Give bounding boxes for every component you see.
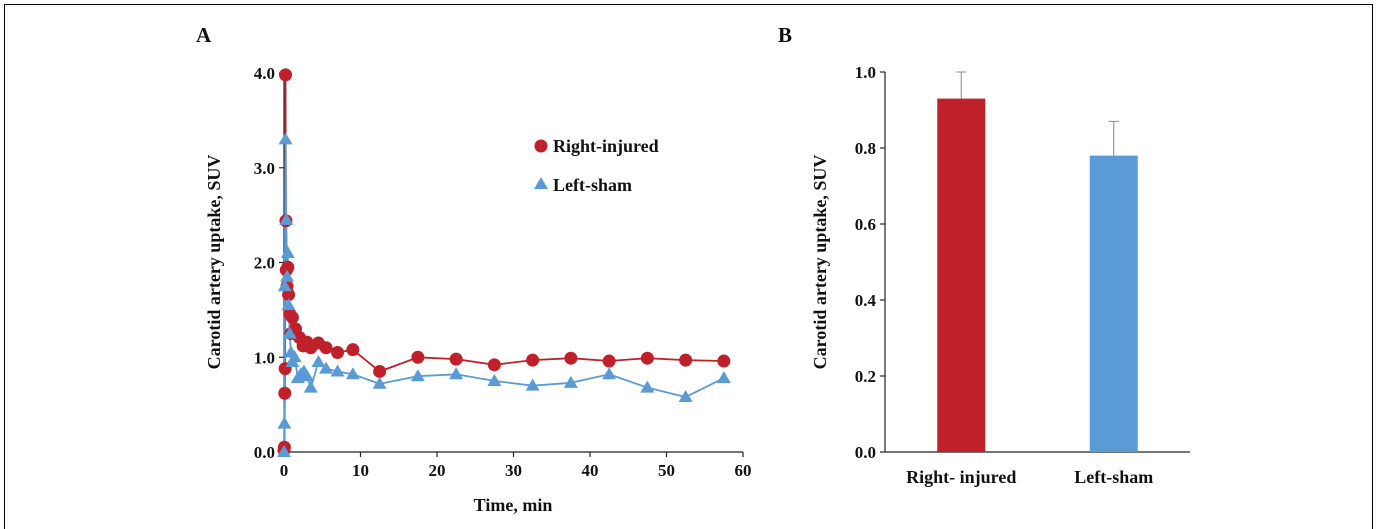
data-point-left-sham — [449, 367, 464, 380]
data-point-left-sham — [640, 380, 655, 393]
data-point-right-injured — [679, 353, 693, 367]
data-point-left-sham — [281, 298, 296, 311]
data-point-right-injured — [285, 310, 299, 324]
y-tick-label: 1.0 — [254, 348, 275, 367]
data-point-right-injured — [278, 386, 292, 400]
x-tick-label: 30 — [505, 461, 522, 480]
y-tick-label-b: 0.6 — [855, 215, 876, 234]
data-point-left-sham — [345, 367, 360, 380]
x-tick-label: 50 — [658, 461, 675, 480]
data-point-right-injured — [331, 346, 345, 360]
y-axis-title-b: Carotid artery uptake, SUV — [810, 155, 830, 370]
data-point-right-injured — [281, 260, 295, 274]
data-point-left-sham — [311, 354, 326, 367]
data-point-left-sham — [278, 132, 293, 145]
panel-b-label: B — [778, 23, 792, 47]
data-point-right-injured — [319, 341, 333, 355]
legend-label-left-sham: Left-sham — [553, 175, 632, 195]
y-tick-label: 2.0 — [254, 254, 275, 273]
legend-marker-left-sham — [534, 177, 548, 189]
data-point-left-sham — [277, 279, 292, 292]
data-point-right-injured — [640, 351, 654, 365]
data-point-left-sham — [279, 212, 294, 225]
data-point-right-injured — [373, 364, 387, 378]
data-point-left-sham — [372, 376, 387, 389]
data-point-left-sham — [277, 445, 291, 457]
data-point-right-injured — [564, 351, 578, 365]
data-point-left-sham — [280, 269, 295, 282]
data-point-left-sham — [280, 246, 295, 259]
y-tick-label-b: 0.4 — [855, 291, 877, 310]
y-tick-label-b: 1.0 — [855, 63, 876, 82]
y-tick-label-b: 0.2 — [855, 367, 876, 386]
data-point-left-sham — [602, 367, 617, 380]
data-point-right-injured — [526, 353, 540, 367]
y-axis-title: Carotid artery uptake, SUV — [204, 155, 224, 370]
category-label-left-sham: Left-sham — [1074, 467, 1153, 487]
x-axis-title: Time, min — [474, 495, 553, 515]
data-point-right-injured — [411, 350, 425, 364]
data-point-left-sham — [487, 373, 502, 386]
bar-left-sham — [1089, 155, 1138, 452]
data-point-right-injured — [279, 68, 293, 82]
data-point-right-injured — [602, 354, 616, 368]
data-point-left-sham — [678, 390, 693, 403]
x-tick-label: 40 — [582, 461, 599, 480]
series-line-right-injured — [283, 74, 724, 451]
figure-frame — [4, 4, 1373, 529]
data-point-left-sham — [525, 378, 540, 391]
data-point-right-injured — [282, 288, 296, 302]
data-point-right-injured — [717, 354, 731, 368]
data-point-left-sham — [319, 361, 334, 374]
data-point-left-sham — [563, 375, 578, 388]
legend: Right-injured Left-sham — [534, 136, 659, 195]
data-point-right-injured — [449, 352, 463, 366]
data-point-right-injured — [346, 343, 360, 357]
data-point-left-sham — [299, 369, 314, 382]
data-point-left-sham — [410, 369, 425, 382]
panel-a-scatter-chart: 0.01.02.03.04.0 0 10 20 30 40 50 60 Time, min … — [204, 64, 752, 515]
panel-a-label: A — [196, 23, 212, 47]
category-label-right-injured: Right- injured — [906, 467, 1016, 487]
y-tick-label: 3.0 — [254, 159, 275, 178]
series-line-left-sham — [283, 139, 725, 453]
data-point-right-injured — [487, 358, 501, 372]
x-tick-label: 0 — [280, 461, 289, 480]
y-tick-label: 4.0 — [254, 64, 275, 83]
panel-b-bar-chart: 0.0 0.2 0.4 0.6 0.8 1.0 Right- injured Left-sh… — [810, 63, 1190, 487]
x-tick-label: 10 — [352, 461, 369, 480]
y-tick-label-b: 0.8 — [855, 139, 876, 158]
data-point-left-sham — [277, 416, 292, 429]
y-tick-label: 0.0 — [254, 443, 275, 462]
legend-label-right-injured: Right-injured — [553, 136, 659, 156]
data-point-left-sham — [303, 380, 318, 393]
x-tick-label: 20 — [429, 461, 446, 480]
bar-right-injured — [937, 98, 986, 452]
data-point-left-sham — [287, 350, 302, 363]
data-point-left-sham — [716, 371, 731, 384]
x-tick-label: 60 — [735, 461, 752, 480]
y-tick-label-b: 0.0 — [855, 443, 876, 462]
legend-marker-right-injured — [534, 139, 548, 153]
data-point-left-sham — [282, 326, 297, 339]
data-point-left-sham — [330, 364, 345, 377]
